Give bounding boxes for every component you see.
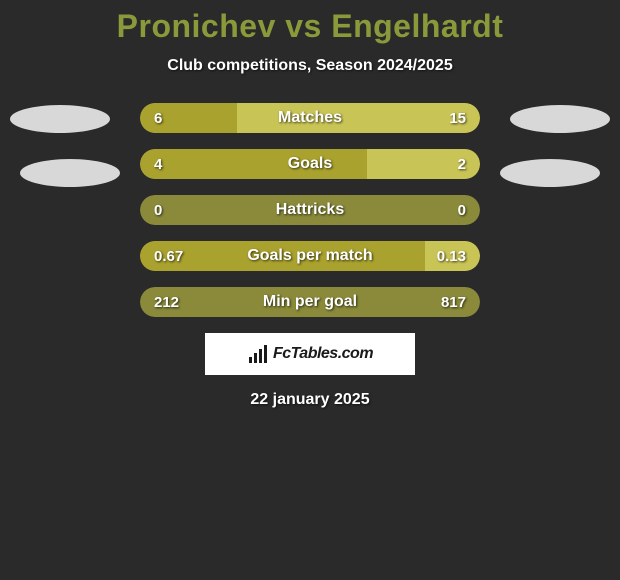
stat-rows: 6Matches15 4Goals2 0Hattricks0 0.67Goals pe…: [140, 103, 480, 317]
player-right-badge-2: [500, 159, 600, 187]
stat-row: 6Matches15: [140, 103, 480, 133]
value-right: 15: [449, 110, 466, 127]
stat-row: 0Hattricks0: [140, 195, 480, 225]
subtitle: Club competitions, Season 2024/2025: [0, 57, 620, 75]
stat-label: Matches: [140, 109, 480, 127]
stats-area: 6Matches15 4Goals2 0Hattricks0 0.67Goals pe…: [0, 103, 620, 317]
player-left-badge-2: [20, 159, 120, 187]
stat-label: Goals: [140, 155, 480, 173]
date-label: 22 january 2025: [0, 391, 620, 409]
comparison-card: Pronichev vs Engelhardt Club competition…: [0, 0, 620, 409]
stat-label: Hattricks: [140, 201, 480, 219]
value-right: 0: [458, 202, 466, 219]
value-right: 0.13: [437, 248, 466, 265]
logo-text: FcTables.com: [273, 345, 373, 363]
stat-label: Min per goal: [140, 293, 480, 311]
bar-chart-icon: [247, 345, 269, 363]
logo-box: FcTables.com: [205, 333, 415, 375]
stat-label: Goals per match: [140, 247, 480, 265]
stat-row: 212Min per goal817: [140, 287, 480, 317]
stat-row: 4Goals2: [140, 149, 480, 179]
player-right-badge-1: [510, 105, 610, 133]
stat-row: 0.67Goals per match0.13: [140, 241, 480, 271]
value-right: 2: [458, 156, 466, 173]
player-left-badge-1: [10, 105, 110, 133]
page-title: Pronichev vs Engelhardt: [0, 8, 620, 45]
value-right: 817: [441, 294, 466, 311]
